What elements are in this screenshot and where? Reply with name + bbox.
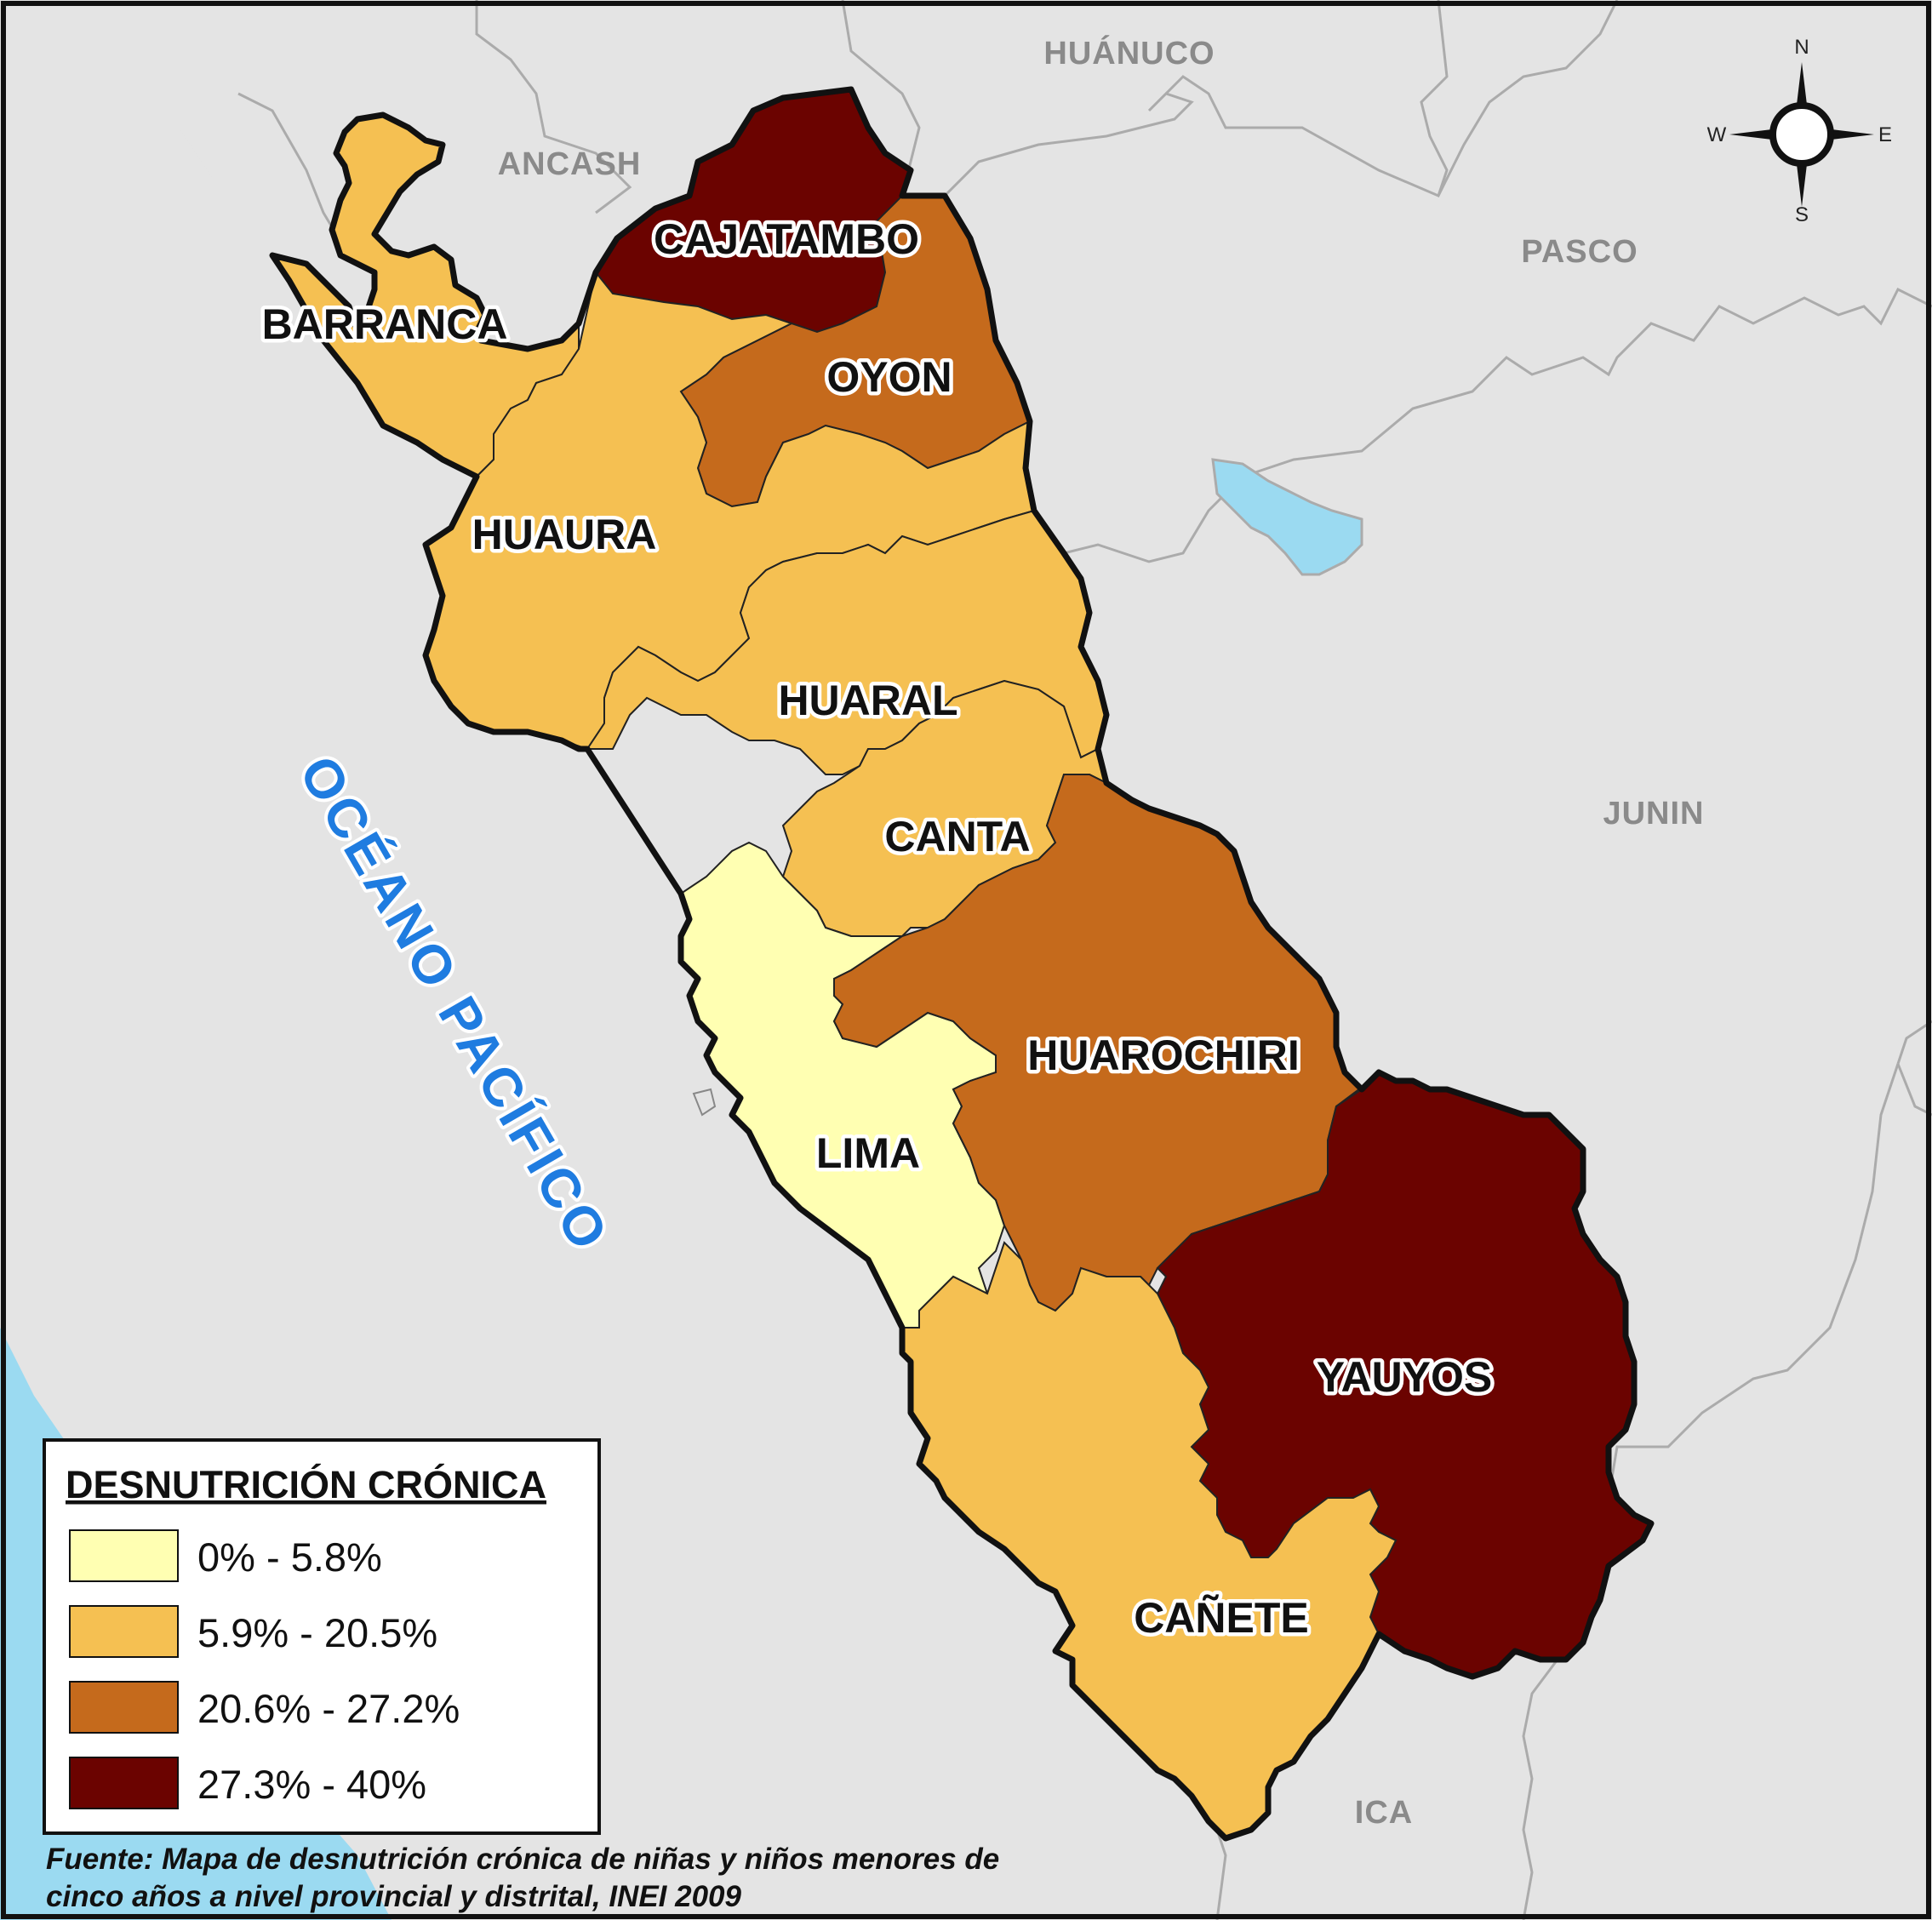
dept-ancash: ANCASH [498,146,642,182]
source-line-1: Fuente: Mapa de desnutrición crónica de … [46,1843,999,1876]
department-labels: HUÁNUCO ANCASH PASCO JUNIN ICA [498,34,1704,1831]
province-labels: BARRANCA CAJATAMBO OYON HUAURA HUARAL CA… [258,212,1496,1646]
legend-label: 27.3% - 40% [197,1762,426,1807]
legend-item-0: 0% - 5.8% [69,1529,382,1582]
legend-item-2: 20.6% - 27.2% [69,1681,460,1734]
lake-junin [1211,458,1363,576]
legend-label: 0% - 5.8% [197,1534,382,1580]
department-boundaries [841,0,1932,1920]
island [692,1088,717,1117]
dept-junin: JUNIN [1603,796,1704,831]
legend: DESNUTRICIÓN CRÓNICA 0% - 5.8% 5.9% - 20… [43,1438,601,1835]
legend-label: 5.9% - 20.5% [197,1610,437,1655]
label-barranca: BARRANCA [262,300,508,348]
label-lima: LIMA [816,1129,920,1177]
legend-label: 20.6% - 27.2% [197,1686,460,1731]
lima-department-outline [269,86,1655,1842]
dept-pasco: PASCO [1521,234,1638,270]
label-huaura: HUAURA [472,511,657,558]
compass-rose: N S E W [1707,36,1892,226]
label-oyon: OYON [826,353,952,401]
dept-ica: ICA [1355,1795,1413,1831]
provinces [270,88,1653,1840]
legend-title: DESNUTRICIÓN CRÓNICA [66,1463,546,1506]
compass-s: S [1795,203,1809,226]
legend-swatch [69,1681,179,1734]
legend-swatch [69,1757,179,1809]
compass-n: N [1794,36,1809,59]
label-cajatambo: CAJATAMBO [654,215,919,263]
legend-swatch [69,1529,179,1582]
compass-w: W [1707,123,1727,146]
label-huarochiri: HUAROCHIRI [1027,1031,1299,1079]
label-canta: CANTA [884,813,1030,860]
label-canete: CAÑETE [1134,1594,1309,1642]
label-yauyos: YAUYOS [1317,1353,1493,1401]
source-line-2: cinco años a nivel provincial y distrita… [46,1880,742,1913]
legend-item-3: 27.3% - 40% [69,1757,426,1809]
legend-item-1: 5.9% - 20.5% [69,1605,437,1658]
compass-e: E [1878,123,1892,146]
label-huaral: HUARAL [778,677,957,724]
legend-swatch [69,1605,179,1658]
dept-huanuco: HUÁNUCO [1043,34,1215,71]
